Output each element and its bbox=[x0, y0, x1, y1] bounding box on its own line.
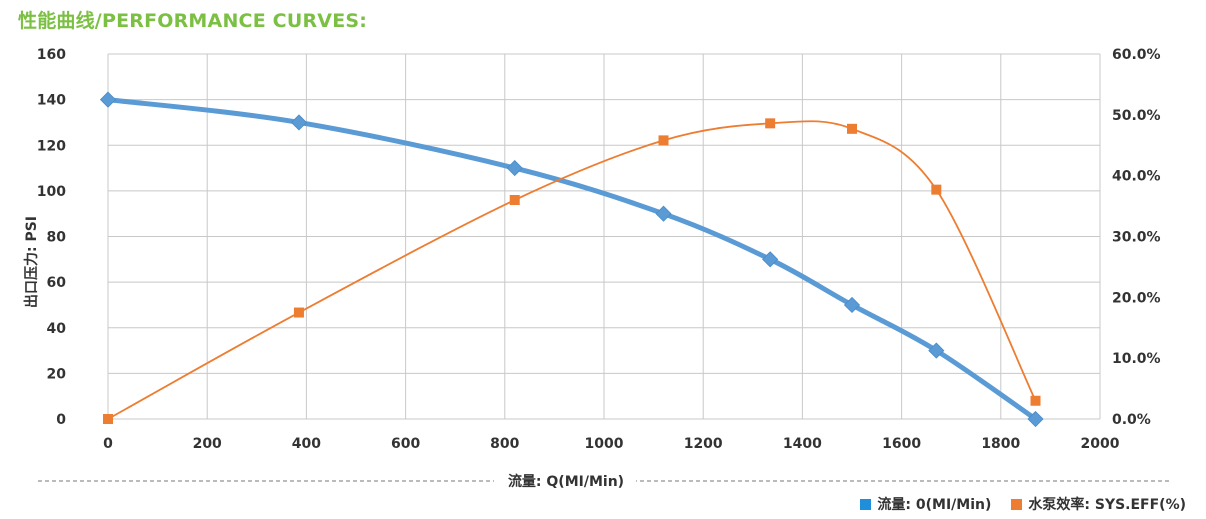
data-point-diamond bbox=[506, 159, 523, 177]
x-tick-label: 1400 bbox=[783, 436, 822, 452]
y-left-tick-label: 60 bbox=[47, 275, 67, 291]
right-axis-ticks: 0.0% 10.0% 20.0% 30.0% 40.0% 50.0% 60.0% bbox=[1112, 47, 1161, 428]
data-point-diamond bbox=[928, 342, 945, 359]
y-left-tick-label: 160 bbox=[37, 47, 66, 63]
y-left-tick-label: 0 bbox=[56, 412, 66, 428]
chart-series bbox=[99, 91, 1044, 428]
x-tick-label: 1000 bbox=[585, 436, 624, 452]
data-point-square bbox=[1030, 395, 1041, 406]
y-right-tick-label: 10.0% bbox=[1112, 351, 1161, 367]
chart-legend: 流量: 0(MI/Min) 水泵效率: SYS.EFF(%) bbox=[860, 494, 1186, 514]
x-tick-label: 1200 bbox=[684, 436, 723, 452]
legend-swatch-flow bbox=[860, 498, 872, 510]
x-tick-label: 0 bbox=[103, 436, 113, 452]
data-point-square bbox=[658, 135, 669, 146]
series-0 bbox=[99, 91, 1044, 428]
y-left-tick-label: 100 bbox=[37, 184, 66, 200]
data-point-square bbox=[509, 195, 520, 205]
series-1 bbox=[103, 118, 1041, 424]
legend-item-flow: 流量: 0(MI/Min) bbox=[860, 494, 991, 514]
page-title: 性能曲线/PERFORMANCE CURVES: bbox=[18, 10, 368, 32]
chart-grid bbox=[107, 53, 1101, 420]
data-point-square bbox=[765, 118, 776, 129]
data-point-diamond bbox=[843, 296, 861, 314]
data-point-diamond bbox=[655, 205, 672, 222]
data-point-diamond bbox=[290, 114, 308, 131]
x-tick-label: 1800 bbox=[981, 436, 1020, 452]
y-left-tick-label: 80 bbox=[47, 230, 67, 246]
left-axis-ticks: 0 20 40 60 80 100 120 140 160 bbox=[37, 47, 66, 428]
data-point-square bbox=[103, 414, 113, 424]
y-right-tick-label: 20.0% bbox=[1112, 290, 1161, 306]
y-right-tick-label: 50.0% bbox=[1112, 108, 1161, 124]
x-tick-label: 1600 bbox=[882, 436, 921, 452]
data-point-square bbox=[293, 307, 304, 318]
data-point-square bbox=[847, 123, 857, 134]
y-left-tick-label: 140 bbox=[37, 93, 66, 109]
data-point-square bbox=[931, 184, 942, 195]
y-right-tick-label: 40.0% bbox=[1112, 169, 1161, 185]
x-tick-label: 600 bbox=[391, 436, 420, 452]
y-right-tick-label: 60.0% bbox=[1112, 47, 1161, 63]
legend-label-flow: 流量: 0(MI/Min) bbox=[877, 497, 992, 513]
data-point-diamond bbox=[762, 251, 779, 268]
y-left-tick-label: 120 bbox=[37, 138, 66, 154]
y-axis-label: 出口压力: PSI bbox=[23, 216, 40, 308]
x-tick-label: 400 bbox=[292, 436, 321, 452]
data-point-diamond bbox=[1027, 410, 1044, 428]
series-line bbox=[107, 120, 1037, 420]
legend-item-efficiency: 水泵效率: SYS.EFF(%) bbox=[1011, 494, 1186, 514]
legend-label-efficiency: 水泵效率: SYS.EFF(%) bbox=[1028, 497, 1186, 513]
x-axis-ticks: 0 200 400 600 800 1000 1200 1400 1600 1800 2000 bbox=[103, 436, 1120, 452]
y-right-tick-label: 30.0% bbox=[1112, 230, 1161, 246]
xlabel-background bbox=[494, 469, 636, 491]
y-right-tick-label: 0.0% bbox=[1112, 412, 1151, 428]
y-left-tick-label: 40 bbox=[47, 321, 67, 337]
data-point-diamond bbox=[99, 91, 117, 108]
x-axis-label: 流量: Q(MI/Min) bbox=[508, 473, 624, 490]
legend-swatch-efficiency bbox=[1011, 498, 1023, 510]
x-tick-label: 200 bbox=[193, 436, 222, 452]
y-left-tick-label: 20 bbox=[47, 366, 67, 382]
x-tick-label: 2000 bbox=[1081, 436, 1120, 452]
x-tick-label: 800 bbox=[490, 436, 519, 452]
